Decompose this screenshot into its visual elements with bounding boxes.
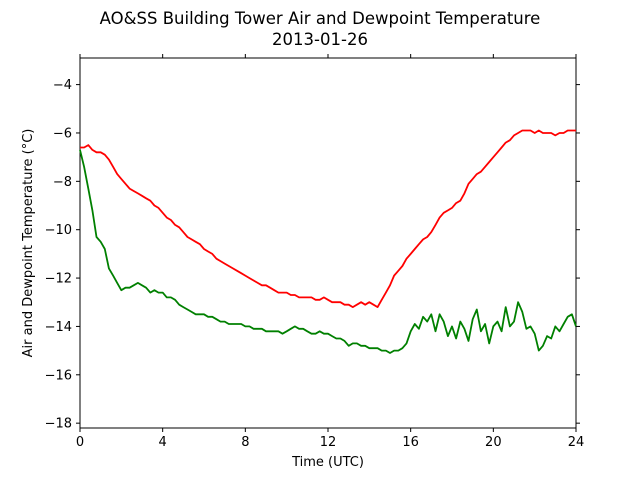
x-tick-label: 12: [320, 435, 337, 450]
chart-subtitle: 2013-01-26: [272, 30, 368, 49]
series-line-0: [80, 129, 576, 308]
y-tick-label: −10: [45, 223, 72, 238]
y-axis: −18 −16 −14 −12 −10 −8 −6 −4: [45, 78, 580, 432]
x-tick-label: 24: [568, 435, 585, 450]
y-tick-label: −12: [45, 272, 72, 287]
y-tick-label: −16: [45, 368, 72, 383]
plot-area: [79, 57, 577, 429]
x-tick-label: 0: [76, 435, 84, 450]
chart-title: AO&SS Building Tower Air and Dewpoint Te…: [100, 9, 541, 28]
y-tick-label: −4: [53, 78, 72, 93]
series-line-1: [79, 149, 577, 354]
y-axis-label: Air and Dewpoint Temperature (°C): [21, 129, 36, 358]
x-axis-label: Time (UTC): [291, 455, 364, 470]
plot-frame: [79, 57, 577, 429]
y-tick-label: −14: [45, 320, 72, 335]
x-tick-label: 16: [402, 435, 419, 450]
y-tick-label: −6: [53, 126, 72, 141]
x-tick-label: 4: [159, 435, 167, 450]
series-layer: [79, 129, 577, 354]
y-tick-label: −18: [45, 417, 72, 432]
x-axis: 0 4 8 12 16 20 24: [76, 54, 584, 450]
y-tick-label: −8: [53, 175, 72, 190]
x-tick-label: 8: [241, 435, 249, 450]
x-tick-label: 20: [485, 435, 502, 450]
